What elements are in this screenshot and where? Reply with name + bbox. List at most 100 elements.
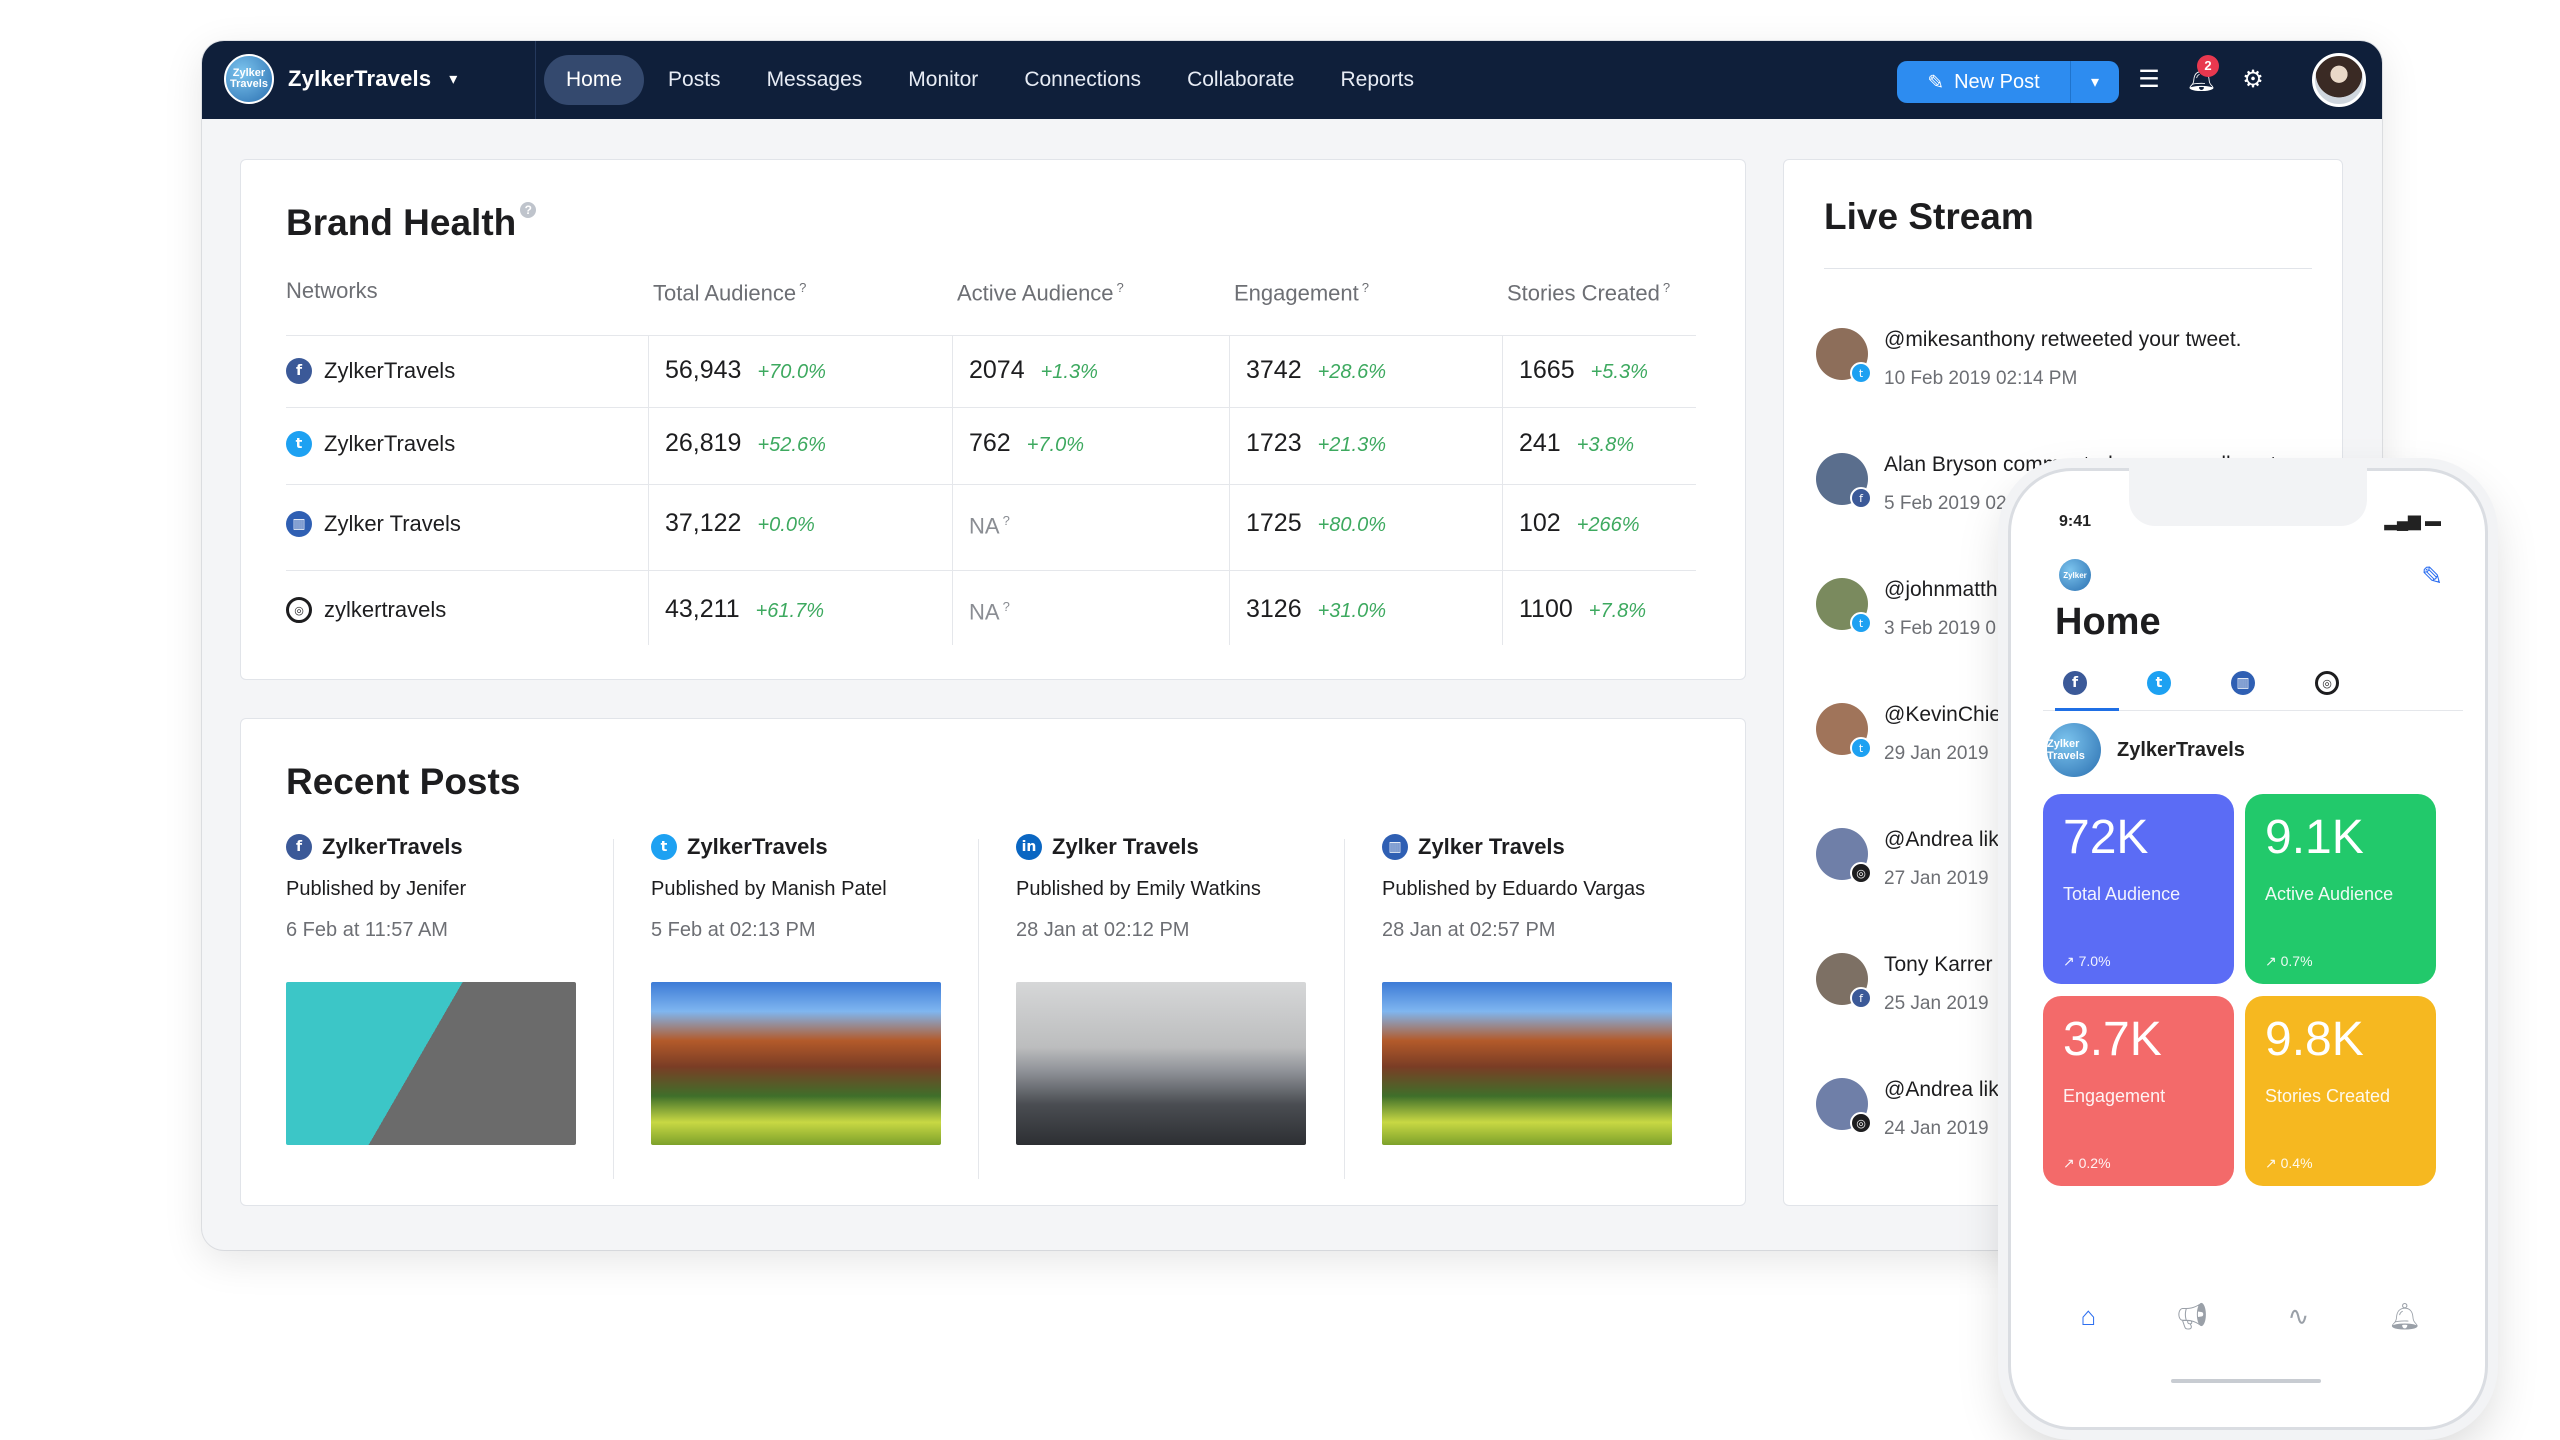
network-tabs: f t ▥ ◎ [2043,661,2463,711]
twitter-icon: t [1850,362,1872,384]
menu-icon[interactable]: ☰ [2138,66,2160,93]
twitter-icon: t [651,834,677,860]
engagement-value: 3742 +28.6% [1246,356,1387,384]
recent-posts-card: Recent Posts f ZylkerTravels Published by… [240,718,1746,1206]
compose-icon[interactable]: ✎ [2421,561,2443,591]
active-audience-na: NA? [969,599,1010,625]
list-item[interactable]: t @johnmatth 3 Feb 2019 0 [1816,578,1998,640]
tab-connections[interactable]: Connections [1024,68,1142,91]
post-card[interactable]: t ZylkerTravels Published by Manish Patel… [651,834,941,1145]
post-card[interactable]: f ZylkerTravels Published by Jenifer 6 Fe… [286,834,576,1145]
avatar[interactable] [2312,53,2366,107]
engagement-value: 3126 +31.0% [1246,595,1387,623]
new-post-dropdown-icon[interactable]: ▾ [2090,74,2100,91]
mobile-app-mockup: 9:41 ▂▄▆ ▬ Zylker ✎ Home f t ▥ ◎ Zylker … [2008,468,2488,1430]
page-title: Home [2055,601,2161,643]
header-stories-created: Stories Created? [1507,280,1671,306]
brand-health-title: Brand Health? [286,202,537,244]
list-item[interactable]: t @KevinChie 29 Jan 2019 [1816,703,2001,765]
post-card[interactable]: ▥ Zylker Travels Published by Eduardo Var… [1382,834,1672,1145]
table-row-network: f ZylkerTravels [286,358,455,384]
help-icon[interactable]: ? [520,202,537,218]
mountain-photo[interactable] [651,982,941,1145]
instagram-icon: ◎ [286,597,312,623]
header-engagement: Engagement? [1234,280,1369,306]
account-avatar: Zylker Travels [2047,723,2101,777]
active-tab-indicator [2055,708,2119,711]
account-name: ZylkerTravels [2117,738,2245,761]
google-mybusiness-icon: ▥ [1382,834,1408,860]
brand-name: ZylkerTravels [288,66,432,91]
twitter-icon: t [1850,737,1872,759]
post-account: f ZylkerTravels [286,834,576,860]
new-post-button[interactable]: ✎ New Post ▾ [1897,61,2119,103]
metric-tile[interactable]: 9.8K Stories Created ↗ 0.4% [2245,996,2436,1186]
tab-collaborate[interactable]: Collaborate [1187,68,1295,91]
post-account: in Zylker Travels [1016,834,1306,860]
post-author: Published by Emily Watkins [1016,878,1261,900]
recent-posts-title: Recent Posts [286,761,521,802]
post-date: 28 Jan at 02:12 PM [1016,919,1190,941]
post-author: Published by Manish Patel [651,878,887,900]
instagram-icon: ◎ [1850,862,1872,884]
brand-switcher[interactable]: Zylker Travels ZylkerTravels ▾ [224,54,457,104]
facebook-icon: f [1850,987,1872,1009]
phone-notch [2129,468,2367,526]
taj-mahal-photo[interactable] [1016,982,1306,1145]
list-item[interactable]: ◎ @Andrea like 24 Jan 2019 [1816,1078,2010,1140]
table-row-network: ▥ Zylker Travels [286,511,461,537]
status-time: 9:41 [2059,513,2092,530]
stories-value: 241 +3.8% [1519,429,1634,457]
google-mybusiness-icon[interactable]: ▥ [2231,671,2255,695]
brand-logo: Zylker [2059,559,2091,591]
instagram-icon[interactable]: ◎ [2315,671,2339,695]
stories-value: 102 +266% [1519,509,1640,537]
live-stream-divider [1824,268,2312,269]
total-audience-value: 56,943 +70.0% [665,356,826,384]
metric-tile[interactable]: 3.7K Engagement ↗ 0.2% [2043,996,2234,1186]
activity-icon[interactable]: ∿ [2287,1301,2310,1331]
tab-reports[interactable]: Reports [1340,68,1414,91]
metric-tile[interactable]: 9.1K Active Audience ↗ 0.7% [2245,794,2436,984]
twitter-icon: t [1850,612,1872,634]
avatar: ◎ [1816,1078,1872,1134]
total-audience-value: 37,122 +0.0% [665,509,815,537]
avatar: t [1816,703,1872,759]
bell-icon[interactable]: 🔔︎ [2388,1301,2422,1331]
metric-tile[interactable]: 72K Total Audience ↗ 7.0% [2043,794,2234,984]
dock-photo[interactable] [286,982,576,1145]
post-account: t ZylkerTravels [651,834,941,860]
tab-posts[interactable]: Posts [668,68,721,91]
tab-home[interactable]: Home [544,55,645,105]
list-item[interactable]: t @mikesanthony retweeted your tweet. 10 … [1816,328,2242,390]
post-date: 5 Feb at 02:13 PM [651,919,816,941]
gear-icon[interactable]: ⚙ [2242,66,2264,93]
list-item[interactable]: f Tony Karrer 25 Jan 2019 [1816,953,1993,1015]
avatar: t [1816,578,1872,634]
megaphone-icon[interactable]: 📢︎ [2175,1301,2209,1331]
account-row[interactable]: Zylker Travels ZylkerTravels [2047,723,2245,777]
post-account: ▥ Zylker Travels [1382,834,1672,860]
new-post-main[interactable]: ✎ New Post [1897,61,2071,103]
active-audience-value: 2074 +1.3% [969,356,1098,384]
pencil-icon: ✎ [1927,71,1945,94]
list-item[interactable]: ◎ @Andrea like 27 Jan 2019 [1816,828,2010,890]
table-divider [286,407,1696,408]
tab-monitor[interactable]: Monitor [908,68,979,91]
facebook-icon: f [1850,487,1872,509]
post-card[interactable]: in Zylker Travels Published by Emily Watk… [1016,834,1306,1145]
facebook-icon[interactable]: f [2063,671,2087,695]
twitter-icon[interactable]: t [2147,671,2171,695]
table-divider [286,335,1696,336]
home-indicator [2171,1379,2321,1383]
mountain-photo[interactable] [1382,982,1672,1145]
tab-messages[interactable]: Messages [766,68,863,91]
header-networks: Networks [286,278,378,303]
home-icon[interactable]: ⌂ [2080,1301,2097,1331]
stories-value: 1100 +7.8% [1519,595,1647,623]
table-divider [286,570,1696,571]
google-mybusiness-icon: ▥ [286,511,312,537]
instagram-icon: ◎ [1850,1112,1872,1134]
chevron-down-icon: ▾ [449,71,458,88]
bottom-nav: ⌂ 📢︎ ∿ 🔔︎ [2041,1301,2461,1332]
